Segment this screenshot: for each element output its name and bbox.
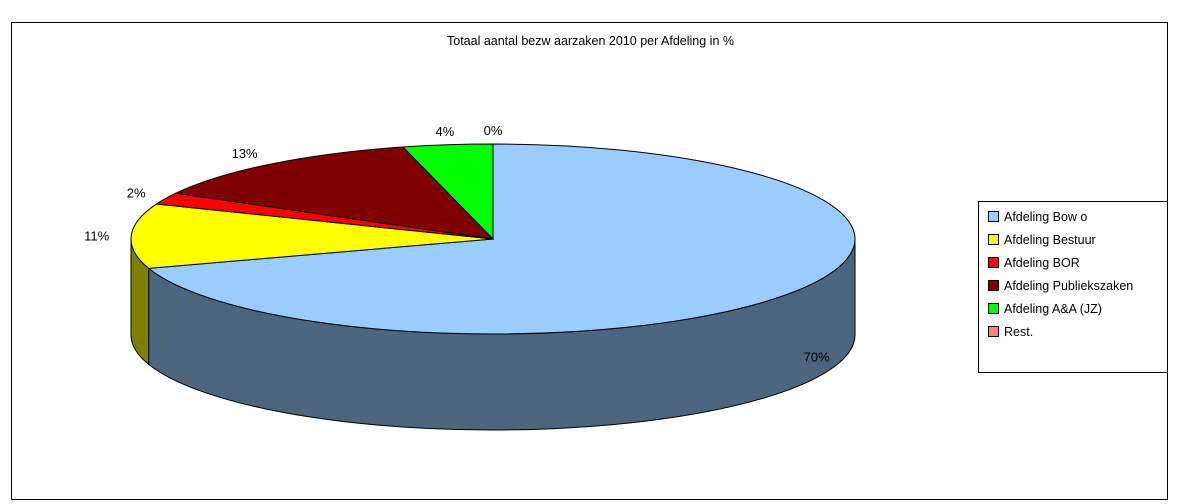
legend-item-afdeling-bestuur: Afdeling Bestuur <box>979 228 1167 251</box>
legend-item-afdeling-a-a-jz: Afdeling A&A (JZ) <box>979 297 1167 320</box>
pie-slice-afdeling-bow-o <box>147 143 856 335</box>
legend-item-afdeling-bor: Afdeling BOR <box>979 251 1167 274</box>
legend-swatch <box>988 257 999 268</box>
data-label-afdeling-bow-o: 70% <box>804 350 830 365</box>
legend-swatch <box>988 234 999 245</box>
chart-title: Totaal aantal bezw aarzaken 2010 per Afd… <box>447 34 734 48</box>
legend-label: Afdeling Bestuur <box>1004 232 1096 247</box>
legend-swatch <box>988 211 999 222</box>
data-label-rest: 0% <box>484 123 503 138</box>
pie-slice-afdeling-bestuur <box>130 203 494 269</box>
legend-label: Afdeling BOR <box>1004 255 1080 270</box>
data-label-afdeling-publiekszaken: 13% <box>232 146 258 161</box>
legend-label: Afdeling Publiekszaken <box>1004 278 1134 293</box>
legend-label: Afdeling Bow o <box>1004 209 1088 224</box>
legend-swatch <box>988 326 999 337</box>
data-label-afdeling-a-a-jz: 4% <box>435 124 454 139</box>
pie-chart: 70% 11% 2% 13% 4% 0% <box>84 123 856 431</box>
legend-swatch <box>988 303 999 314</box>
data-label-afdeling-bor: 2% <box>127 186 146 201</box>
pie-slice-afdeling-publiekszaken <box>174 146 495 240</box>
legend-swatch <box>988 280 999 291</box>
legend-label: Afdeling A&A (JZ) <box>1004 301 1102 316</box>
chart-area: Totaal aantal bezw aarzaken 2010 per Afd… <box>11 22 1168 500</box>
legend: Afdeling Bow o Afdeling Bestuur Afdeling B… <box>978 201 1168 373</box>
legend-item-afdeling-publiekszaken: Afdeling Publiekszaken <box>979 274 1167 297</box>
legend-item-rest: Rest. <box>979 320 1167 343</box>
data-label-afdeling-bestuur: 11% <box>84 229 109 244</box>
legend-item-afdeling-bow-o: Afdeling Bow o <box>979 205 1167 228</box>
legend-label: Rest. <box>1004 324 1034 339</box>
